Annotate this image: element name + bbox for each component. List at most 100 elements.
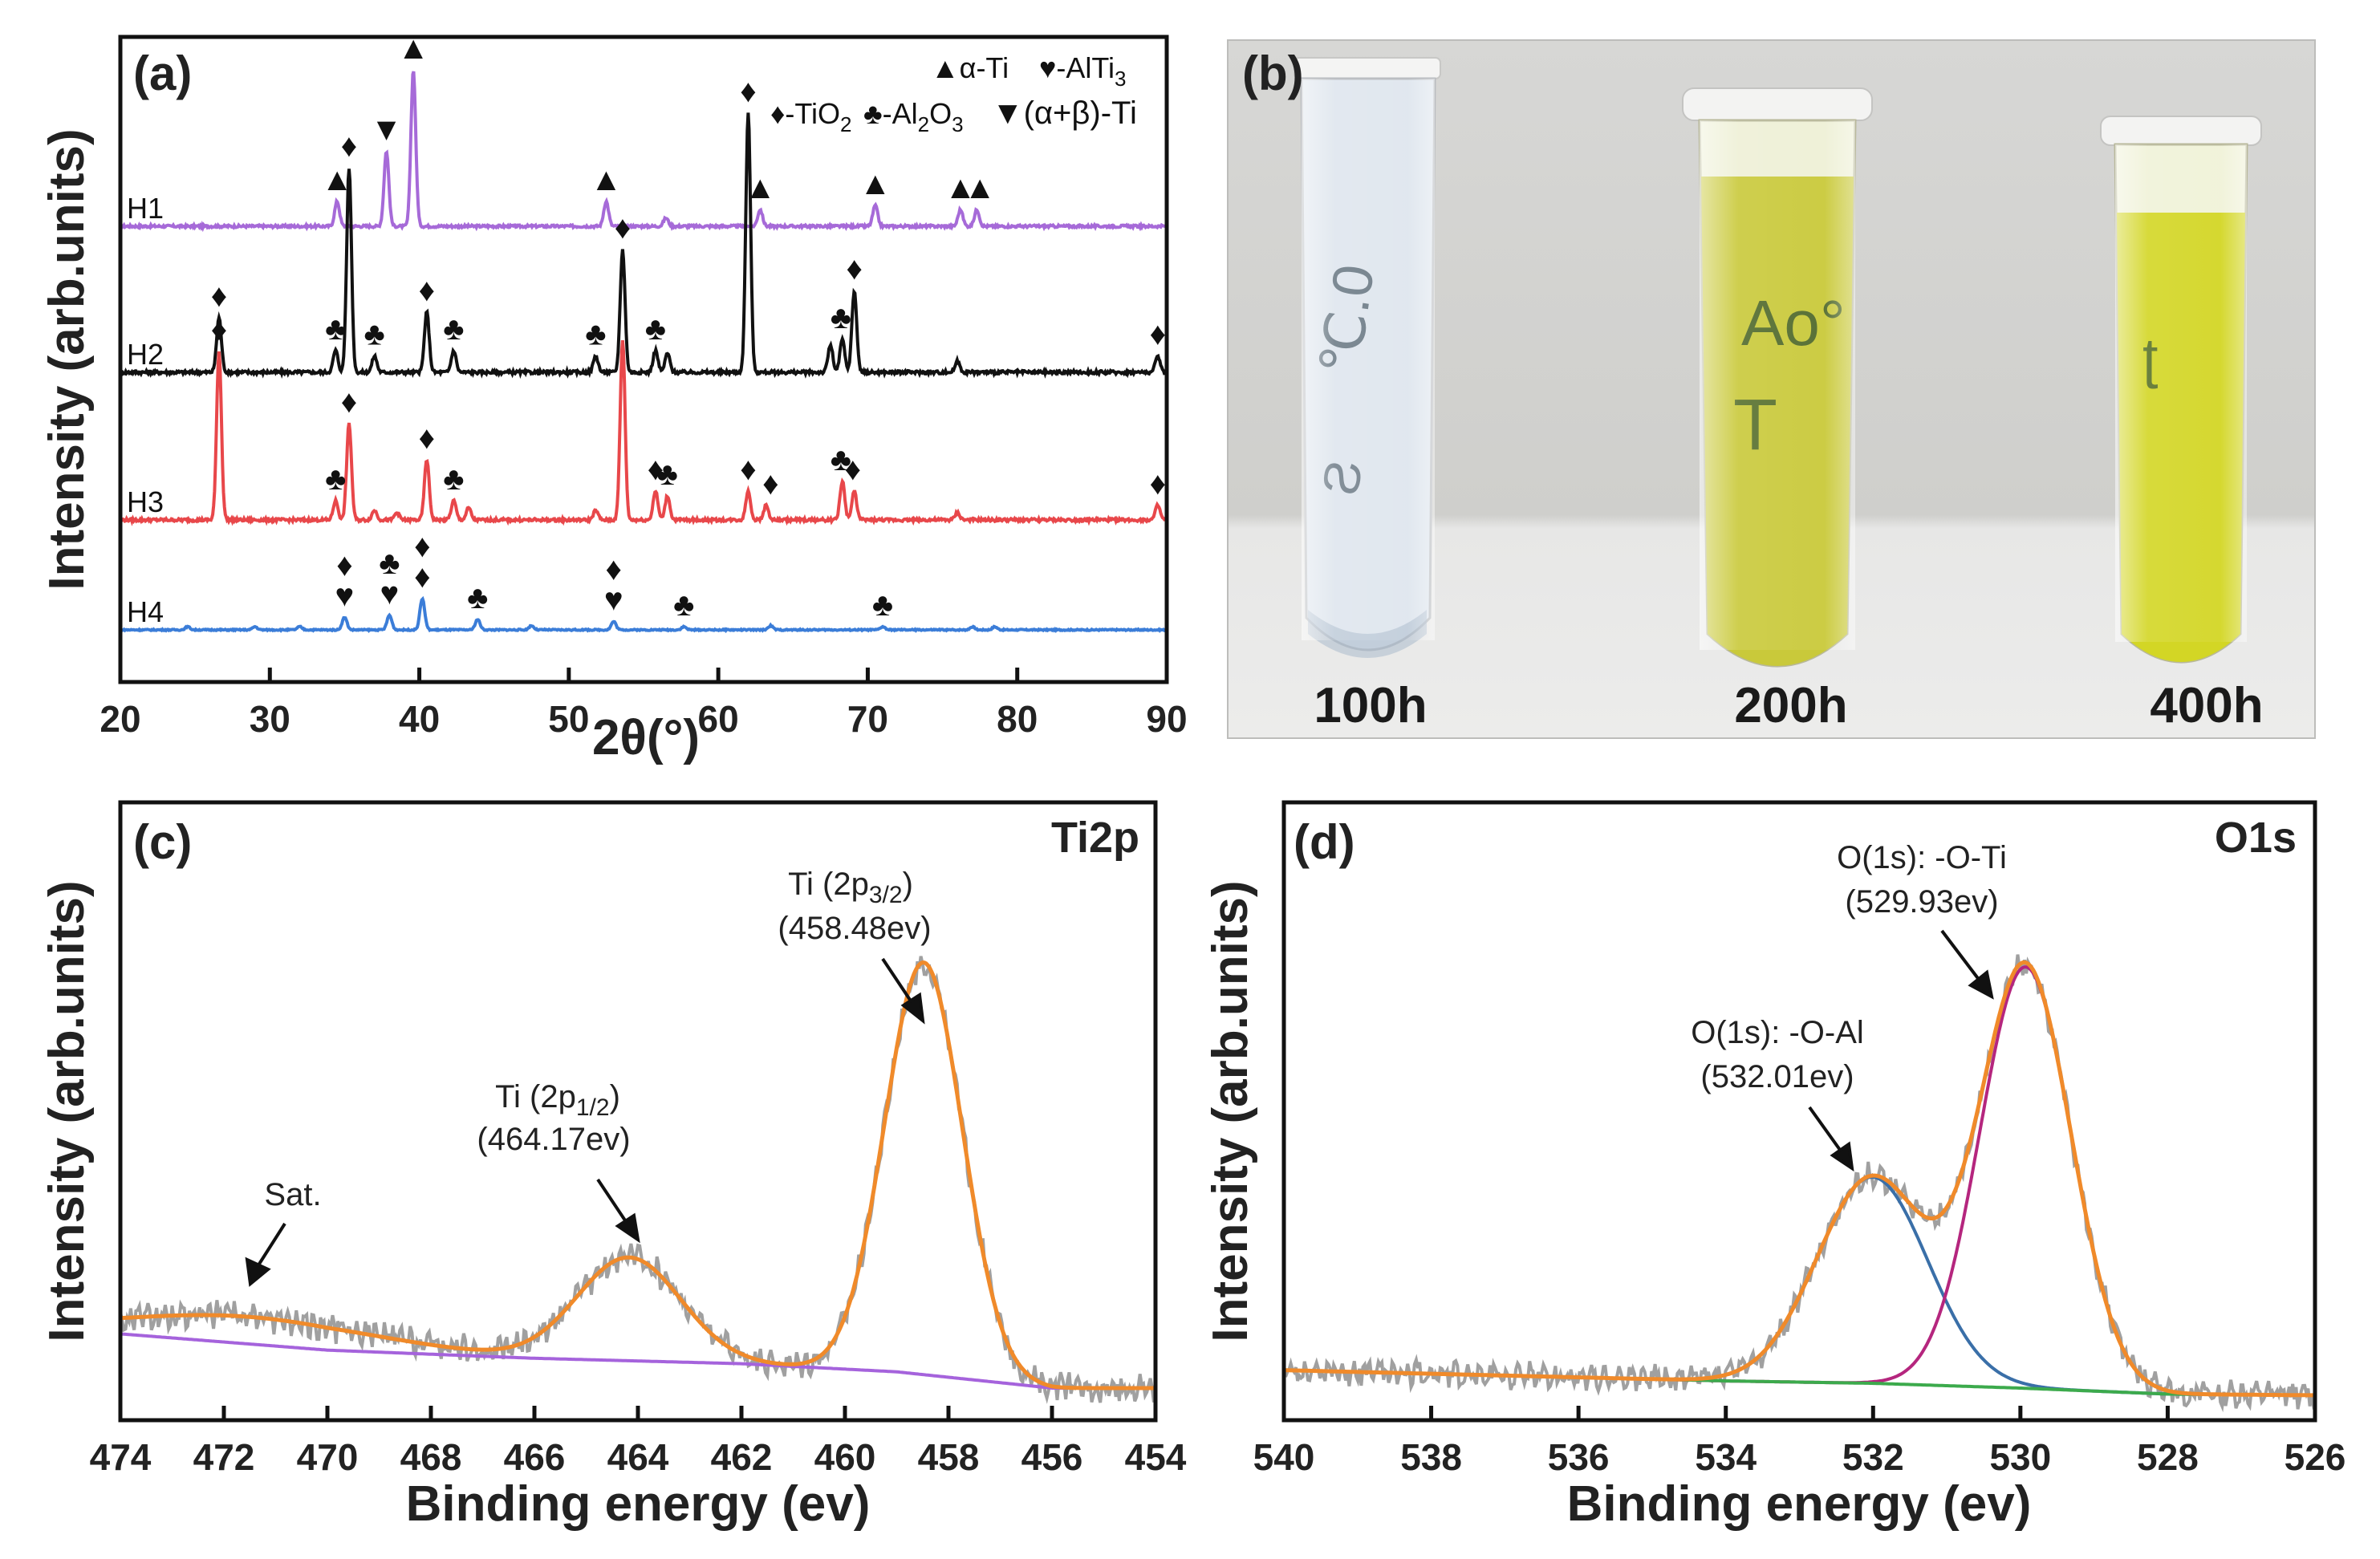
xrd-x-axis-label: 2θ(°) [592,710,700,765]
xrd-series-labels: H1 H2 H3 H4 [127,192,164,628]
xrd-marker-alpha: ▲ [944,170,977,205]
o1s-peak1-name: O(1s): -O-Al [1691,1015,1864,1050]
xrd-marker-al2o3: ♣ [831,442,851,477]
xrd-tick-label: 90 [1146,698,1187,740]
xps-tick-label: 526 [2285,1436,2346,1478]
xrd-marker-tio2: ♦ [1150,466,1166,501]
xrd-trace-h3 [119,339,1168,526]
photo-panel: ℃.0 Ƨ Ao° T ʈ (b) 100h 200h 400h [1227,39,2316,739]
fit-envelope-line [120,960,1155,1391]
xrd-marker-al2o3: ♣ [443,461,464,497]
xps-tick-label: 464 [607,1436,669,1478]
xps-tick-label: 532 [1842,1436,1904,1478]
xps-tick-label: 538 [1400,1436,1462,1478]
xrd-tick-label: 60 [698,698,739,740]
ti2p-curves [119,956,1157,1404]
ti2p-sat-label: Sat. [264,1177,321,1212]
xrd-marker-tio2: ♦ [615,210,631,246]
xrd-marker-tio2: ♦ [419,273,435,308]
panel-b-label: (b) [1242,47,1304,100]
ti2p-tag: Ti2p [1051,814,1139,862]
xrd-marker-tio2: ♦ [740,452,756,487]
xrd-marker-alpha: ▲ [964,170,996,205]
xrd-marker-tio2: ♦ [211,312,227,347]
xps-tick-label: 470 [297,1436,359,1478]
background-line [120,1332,1155,1390]
xps-tick-label: 466 [504,1436,566,1478]
xrd-marker-al2o3: ♣ [585,317,606,352]
xps-tick-label: 460 [814,1436,876,1478]
xrd-marker-alti3: ♥ [380,576,399,611]
xrd-marker-al2o3: ♣ [831,300,851,335]
xrd-marker-al2o3: ♣ [673,587,694,623]
o1s-peak1-value: (532.01ev) [1700,1059,1854,1094]
ti2p-peak2-value: (458.48ev) [778,911,931,946]
xrd-tick-label: 20 [100,698,140,740]
xps-tick-label: 456 [1021,1436,1083,1478]
xrd-series-label: H1 [127,192,164,225]
xrd-y-axis-label: Intensity (arb.units) [39,128,95,590]
xrd-tick-label: 30 [250,698,290,740]
xrd-tick-label: 70 [847,698,888,740]
xrd-tick-label: 80 [997,698,1038,740]
xrd-marker-tio2: ♦ [740,74,756,109]
xrd-marker-al2o3: ♣ [657,457,678,492]
xrd-panel: ▲▼▲▲ ▲ ▲ ▲▲♦♣♦♣♦♣ ♣♦♣♦♣♦♦♦♣♦♦♣ ♦♣ ♦ ♦♣♦ ♦♥♦♥♣ ♦♦♣… [39,30,1188,765]
xrd-marker-tio2: ♦ [414,529,430,564]
xrd-marker-tio2: ♦ [414,559,430,595]
xrd-marker-tio2: ♦ [336,547,352,583]
o1s-y-axis-label: Intensity (arb.units) [1203,880,1258,1342]
xrd-marker-tio2: ♦ [1150,317,1166,352]
xps-tick-label: 458 [918,1436,980,1478]
xrd-marker-tio2: ♦ [846,251,862,286]
xrd-marker-tio2: ♦ [341,128,357,164]
xrd-marker-al2o3: ♣ [645,311,666,347]
xrd-phase-markers: ▲▼▲▲ ▲ ▲ ▲▲♦♣♦♣♦♣ ♣♦♣♦♣♦♦♦♣♦♦♣ ♦♣ ♦ ♦♣♦ ♦♥♦♥♣ ♦♦♣… [211,30,1166,623]
xrd-marker-al2o3: ♣ [364,317,385,352]
xrd-series-label: H3 [127,485,164,518]
ti2p-arrows [245,957,925,1287]
xps-tick-label: 534 [1695,1436,1757,1478]
xps-tick-label: 474 [90,1436,152,1478]
xrd-trace-h2 [119,112,1168,380]
legend-alpha-ti: ▲α-Ti [931,51,1009,84]
xrd-plot-frame [118,35,1169,684]
o1s-plot-frame [1281,800,2317,1423]
xps-tick-label: 536 [1548,1436,1610,1478]
xps-tick-label: 468 [400,1436,462,1478]
fit-envelope-line [1284,960,2315,1398]
xrd-marker-ab: ▼ [371,112,403,147]
ti2p-peak1-name: Ti (2p1/2) [495,1079,620,1121]
ti2p-x-axis-label: Binding energy (ev) [406,1476,871,1532]
xrd-marker-al2o3: ♣ [379,546,400,581]
xrd-trace-h1 [120,71,1168,233]
xrd-marker-alpha: ▲ [321,162,353,197]
o1s-curves [1282,954,2317,1413]
legend-al2o3: ♣-Al2O3 [863,97,964,136]
tube-100h: ℃.0 Ƨ [1294,57,1441,658]
ti2p-peak1-value: (464.17ev) [477,1122,630,1157]
xrd-series-label: H2 [127,338,164,371]
xrd-series-label: H4 [127,595,164,628]
xrd-marker-alpha: ▲ [591,162,623,197]
raw-spectrum-line [119,956,1157,1404]
legend-alti3: ♥-AlTi3 [1039,51,1127,91]
xps-tick-label: 530 [1989,1436,2051,1478]
xrd-marker-tio2: ♦ [648,452,664,487]
xps-tick-label: 540 [1253,1436,1315,1478]
xrd-trace-h4 [120,595,1167,634]
ti2p-xps-panel: 474 472 470 468 466 464 462 460 458 456 454 (c) Ti… [39,800,1187,1532]
o1s-peak2-value: (529.93ev) [1845,884,1998,920]
o1s-xps-panel: 540 538 536 534 532 530 528 526 (d) O1s O(1s): … [1203,800,2346,1532]
o1s-tag: O1s [2215,814,2297,862]
o1s-arrows [1808,929,1994,1172]
panel-d-label: (d) [1294,815,1355,869]
xrd-marker-alti3: ♥ [604,583,623,618]
xps-tick-label: 528 [2137,1436,2199,1478]
xrd-tick-label: 50 [548,698,589,740]
tube-label-100h: 100h [1314,678,1427,733]
xrd-marker-alpha: ▲ [859,166,891,201]
xps-tick-label: 454 [1125,1436,1187,1478]
panel-c-label: (c) [133,815,192,869]
